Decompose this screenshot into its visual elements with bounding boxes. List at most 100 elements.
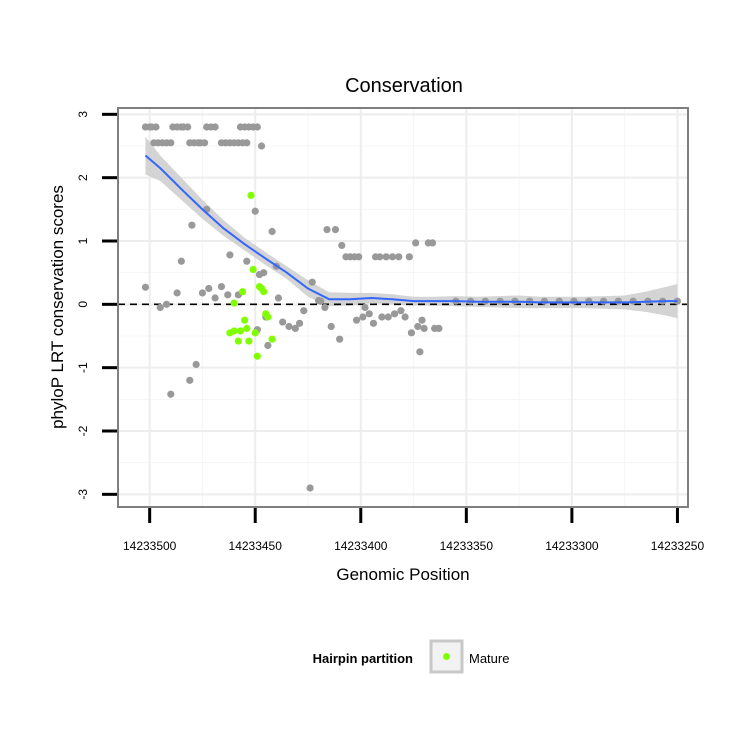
y-tick-label: 2 <box>76 174 90 181</box>
data-point-other <box>308 278 316 286</box>
data-point-other <box>378 313 386 321</box>
data-point-mature <box>264 313 272 321</box>
plot-border <box>117 107 689 508</box>
x-axis-label: Genomic Position <box>336 565 469 584</box>
data-point-other <box>352 316 361 324</box>
legend-key-box <box>429 639 464 674</box>
data-point-other <box>198 289 207 297</box>
data-point-other <box>224 291 232 299</box>
data-point-other <box>211 294 219 302</box>
data-point-mature <box>230 327 238 335</box>
data-point-other <box>152 123 160 131</box>
data-point-other <box>243 139 251 147</box>
data-point-other <box>184 123 192 131</box>
data-point-other <box>384 313 392 321</box>
data-point-other <box>156 303 164 312</box>
x-tick-label: 14233450 <box>229 539 283 553</box>
y-tick-label: 0 <box>76 301 90 308</box>
data-point-other <box>167 139 175 147</box>
legend-title: Hairpin partition <box>313 651 413 666</box>
data-point-other <box>414 322 422 331</box>
data-point-other <box>317 297 325 305</box>
data-point-other <box>390 310 399 318</box>
data-point-other <box>361 303 369 312</box>
data-point-other <box>226 251 234 259</box>
data-point-other <box>274 294 283 302</box>
y-tick-label: -3 <box>76 489 90 500</box>
x-tick-label: 14233500 <box>123 539 177 553</box>
data-point-mature <box>260 288 268 296</box>
data-point-other <box>291 324 299 332</box>
data-point-other <box>401 313 409 321</box>
smooth-fit-line <box>144 154 678 304</box>
data-point-other <box>321 303 329 312</box>
data-point-mature <box>247 191 255 199</box>
data-point-other <box>336 335 344 343</box>
data-point-other <box>264 341 272 350</box>
data-point-mature <box>268 335 276 343</box>
data-point-other <box>167 390 175 398</box>
mature-points <box>226 191 276 360</box>
data-point-other <box>397 307 405 315</box>
data-point-other <box>599 297 608 305</box>
data-point-other <box>412 239 420 247</box>
data-point-other <box>338 241 346 250</box>
legend-label-mature: Mature <box>469 651 509 666</box>
data-point-other <box>188 221 196 229</box>
data-point-other <box>306 484 314 492</box>
data-point-other <box>327 322 335 331</box>
data-point-other <box>200 139 209 147</box>
data-point-mature <box>253 352 261 360</box>
data-point-other <box>428 239 437 247</box>
data-point-other <box>376 253 384 261</box>
y-axis-label: phyloP LRT conservation scores <box>48 185 67 429</box>
data-point-mature <box>234 337 242 345</box>
confidence-ribbon <box>145 136 678 319</box>
data-point-other <box>300 307 308 315</box>
data-point-mature <box>230 299 238 307</box>
y-tick-label: 1 <box>76 237 90 244</box>
data-point-other <box>205 284 213 293</box>
data-point-other <box>162 300 171 308</box>
data-point-other <box>585 297 593 305</box>
x-tick-label: 14233400 <box>334 539 388 553</box>
data-point-other <box>614 297 622 305</box>
data-point-other <box>243 257 251 265</box>
data-point-other <box>420 324 428 332</box>
data-point-other <box>217 283 226 291</box>
data-point-other <box>177 257 185 265</box>
data-point-other <box>359 313 367 321</box>
data-point-other <box>355 253 363 261</box>
data-point-other <box>395 253 403 261</box>
data-point-other <box>211 123 219 131</box>
smooth-line-layer <box>144 154 678 304</box>
y-tick-label: -1 <box>76 362 90 373</box>
x-tick-label: 14233300 <box>545 539 599 553</box>
data-point-other <box>407 329 416 337</box>
data-point-mature <box>249 265 257 274</box>
chart-title: Conservation <box>345 75 463 97</box>
data-point-other <box>331 226 340 234</box>
data-point-other <box>570 297 578 305</box>
data-point-other <box>260 269 268 277</box>
data-point-other <box>268 227 276 236</box>
data-point-mature <box>238 288 247 296</box>
data-point-other <box>192 360 200 369</box>
data-point-other <box>141 283 150 291</box>
x-tick-label: 14233250 <box>651 539 705 553</box>
x-axis-ticks: 14233500 14233450 14233400 14233350 14233300… <box>123 508 704 553</box>
data-point-other <box>418 316 426 324</box>
data-point-mature <box>241 316 249 324</box>
grid-lines <box>118 108 688 507</box>
data-point-other <box>295 319 304 327</box>
data-point-other <box>365 310 373 318</box>
data-point-other <box>388 253 397 261</box>
data-point-other <box>285 322 293 331</box>
data-point-other <box>251 207 259 215</box>
data-point-other <box>186 376 194 384</box>
y-tick-label: 3 <box>76 111 90 118</box>
y-axis-ticks: -3 -2 -1 0 1 2 3 <box>76 111 117 500</box>
legend: Hairpin partition Mature <box>313 639 509 674</box>
legend-key-mature-dot <box>443 653 450 660</box>
